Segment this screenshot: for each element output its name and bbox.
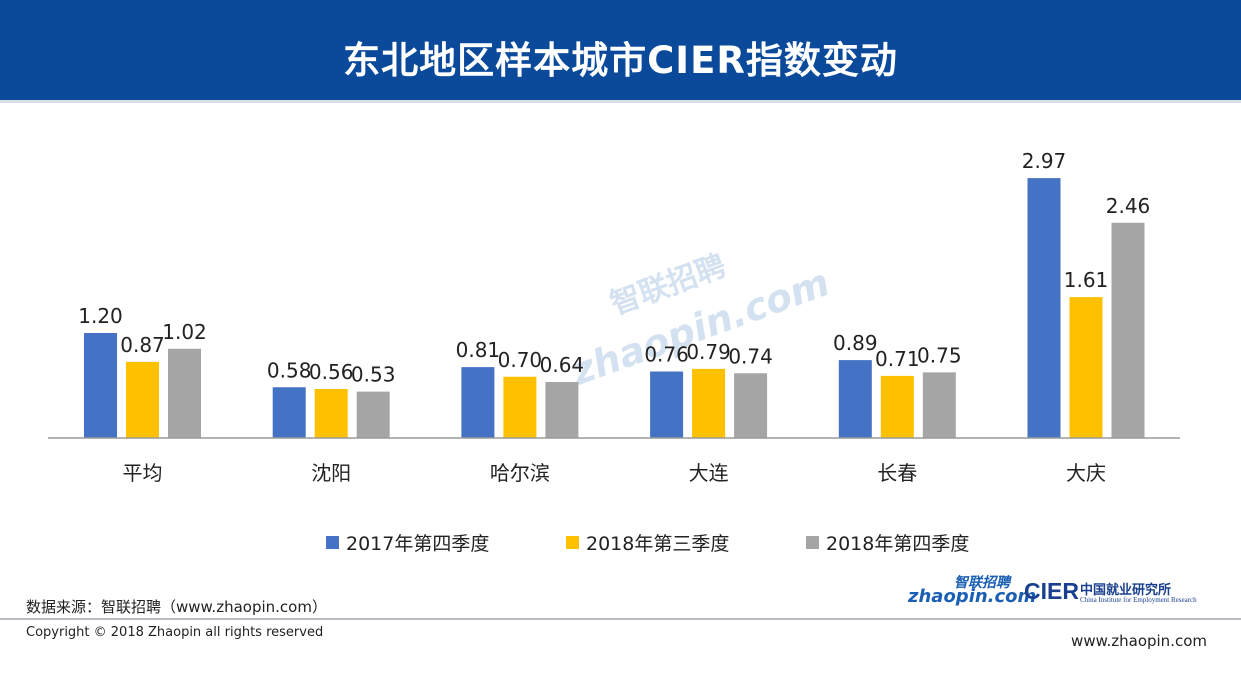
bar (1027, 178, 1061, 438)
bar (1069, 297, 1103, 438)
data-label: 2.97 (1022, 149, 1067, 173)
x-tick-label: 平均 (123, 461, 163, 485)
data-label: 0.58 (267, 358, 312, 382)
cier-logo-en: China Institute for Employment Research (1080, 596, 1197, 604)
x-tick-label: 大庆 (1066, 461, 1106, 485)
bar (356, 391, 390, 438)
data-label: 1.61 (1064, 268, 1109, 292)
title-banner: 东北地区样本城市CIER指数变动 (0, 0, 1241, 103)
data-label: 0.74 (728, 344, 773, 368)
data-label: 0.75 (917, 343, 962, 367)
bar (838, 360, 872, 438)
zhaopin-logo-en: zhaopin.com (908, 586, 1037, 607)
data-label: 0.56 (309, 360, 354, 384)
data-label: 0.70 (498, 348, 543, 372)
bar (922, 372, 956, 438)
cier-logo-cn: 中国就业研究所 (1080, 583, 1172, 598)
bar (545, 382, 579, 438)
bar (461, 367, 495, 438)
legend-swatch (806, 536, 819, 549)
data-label: 0.81 (456, 338, 501, 362)
copyright-text: Copyright © 2018 Zhaopin all rights rese… (26, 625, 324, 640)
bar (1111, 222, 1145, 438)
data-label: 1.20 (78, 304, 123, 328)
bar (880, 375, 914, 438)
footer-divider (0, 618, 1241, 620)
data-label: 0.76 (644, 343, 689, 367)
x-tick-label: 沈阳 (311, 461, 351, 485)
bar (314, 389, 348, 438)
website-url: www.zhaopin.com (1071, 632, 1207, 650)
data-label: 0.79 (686, 340, 731, 364)
zhaopin-logo-cn: 智联招聘 (954, 575, 1010, 591)
bar-chart: 1.20 0.58 0.81 0.76 0.89 2.97 0.87 0.56 0.70 0.79… (48, 149, 1180, 555)
bar (272, 387, 306, 438)
zhaopin-logo: 智联招聘 zhaopin.com (908, 572, 1036, 612)
legend-label: 2018年第四季度 (826, 533, 969, 555)
page-title: 东北地区样本城市CIER指数变动 (343, 39, 898, 82)
data-label: 2.46 (1106, 194, 1151, 218)
legend-swatch (566, 536, 579, 549)
data-label: 0.89 (833, 331, 878, 355)
cier-logo-text: CIER (1024, 578, 1079, 604)
data-source-note: 数据来源：智联招聘（www.zhaopin.com） (26, 598, 327, 616)
cier-logo: CIER 中国就业研究所 China Institute for Employm… (1024, 578, 1214, 610)
bar (126, 361, 159, 438)
bar (168, 348, 201, 438)
legend-label: 2017年第四季度 (346, 533, 489, 555)
data-label: 0.71 (875, 347, 920, 371)
x-tick-label: 大连 (689, 461, 729, 485)
bar (734, 373, 768, 438)
x-tick-label: 长春 (877, 461, 917, 485)
data-label: 1.02 (162, 320, 207, 344)
bar (650, 371, 684, 438)
bar (503, 376, 537, 438)
data-label: 0.87 (120, 333, 165, 357)
data-label: 0.64 (540, 353, 585, 377)
legend-swatch (326, 536, 339, 549)
bar (84, 333, 117, 438)
bar (692, 368, 726, 438)
data-label: 0.53 (351, 363, 396, 387)
x-tick-label: 哈尔滨 (490, 461, 550, 485)
legend-label: 2018年第三季度 (586, 533, 729, 555)
